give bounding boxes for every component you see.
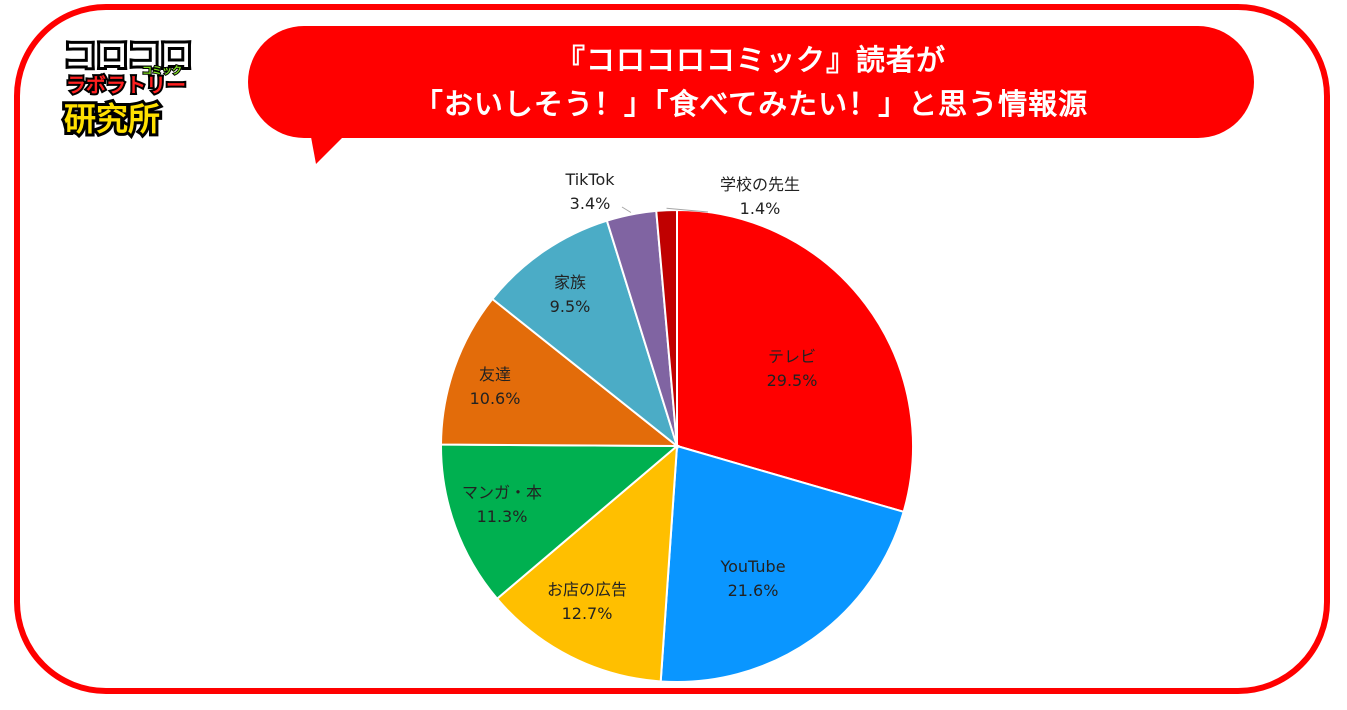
slice-value-2: 12.7%	[562, 604, 613, 623]
slice-label-0: テレビ	[768, 347, 816, 366]
slice-label-7: 学校の先生	[720, 175, 800, 194]
leader-line-7	[666, 207, 709, 213]
pie-slice-0	[676, 208, 914, 514]
chart-title: 『コロコロコミック』読者が 「おいしそう！」「食べてみたい！」と思う情報源	[248, 38, 1254, 126]
slice-label-5: 家族	[554, 273, 586, 292]
slice-label-3: マンガ・本	[462, 483, 542, 502]
slice-label-6: TikTok	[564, 170, 615, 189]
pie-slice-1	[659, 444, 905, 683]
pie-slice-2	[495, 443, 679, 683]
slice-value-5: 9.5%	[550, 297, 591, 316]
pie-slice-4	[439, 297, 680, 448]
slice-label-4: 友達	[479, 365, 511, 384]
pie-slice-3	[440, 443, 680, 601]
slice-value-1: 21.6%	[728, 581, 779, 600]
title-speech-bubble	[248, 26, 1254, 138]
leader-line-6	[621, 206, 632, 213]
red-rounded-frame	[14, 4, 1330, 694]
corocoro-lab-logo: コロコロ ラボラトリー コミック 研究所	[60, 33, 202, 140]
slice-value-0: 29.5%	[767, 371, 818, 390]
logo-line1: コロコロ	[64, 36, 192, 74]
logo-line2-small: コミック	[142, 65, 182, 77]
slice-label-2: お店の広告	[547, 580, 627, 599]
pie-slice-7	[655, 208, 678, 447]
slice-value-4: 10.6%	[470, 389, 521, 408]
speech-bubble-tail	[306, 110, 370, 164]
title-line2: 「おいしそう！」「食べてみたい！」と思う情報源	[413, 87, 1089, 121]
title-line1: 『コロコロコミック』読者が	[555, 43, 946, 77]
slice-value-7: 1.4%	[740, 199, 781, 218]
slice-label-1: YouTube	[719, 557, 785, 576]
logo-line2: ラボラトリー	[66, 73, 186, 97]
slice-value-3: 11.3%	[477, 507, 528, 526]
logo-line3: 研究所	[64, 100, 160, 138]
slice-value-6: 3.4%	[570, 194, 611, 213]
pie-slice-5	[490, 219, 679, 449]
